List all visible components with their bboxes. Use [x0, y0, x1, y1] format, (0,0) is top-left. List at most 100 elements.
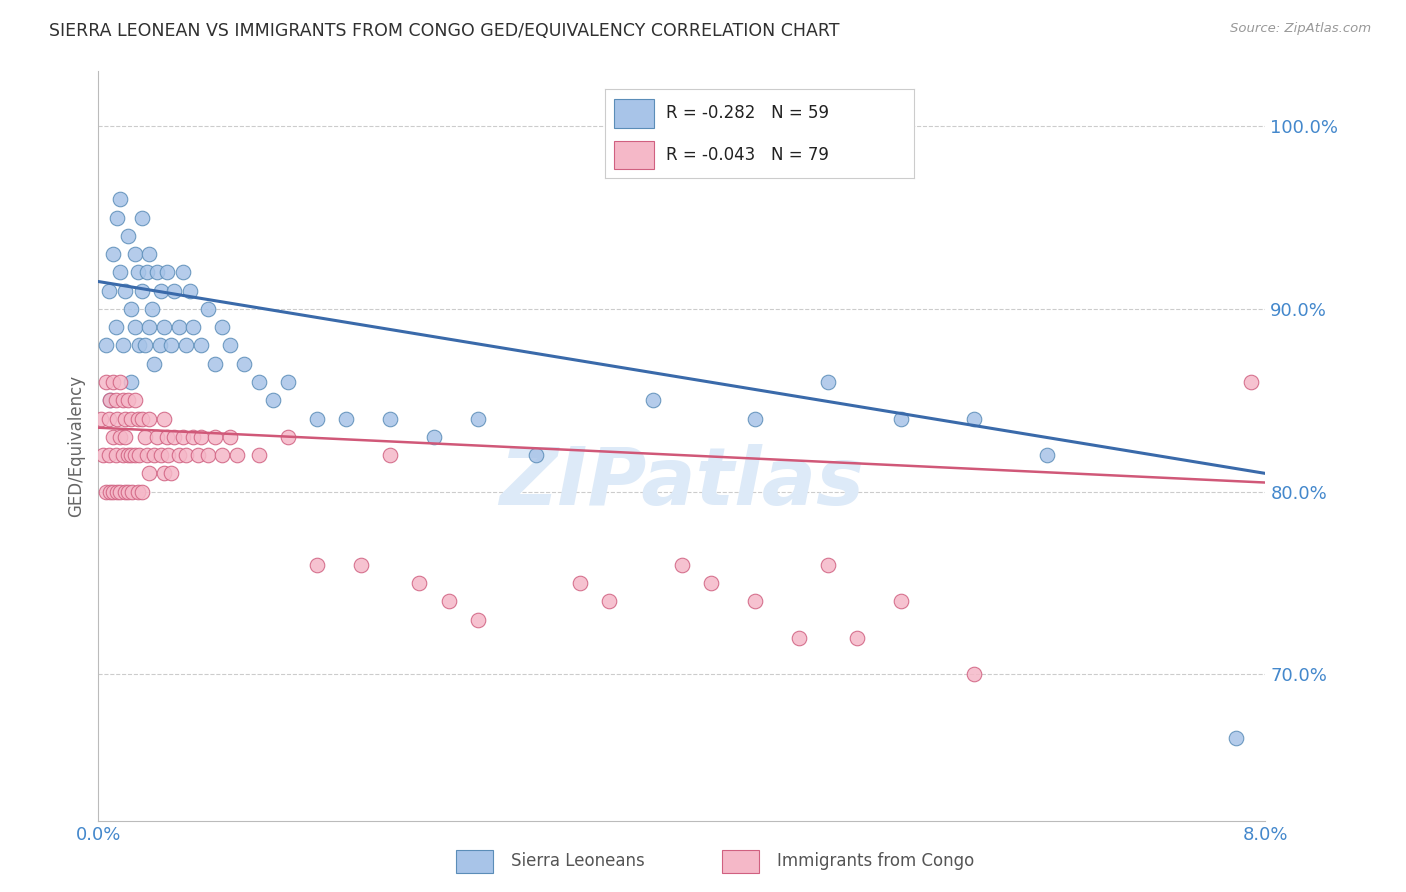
Point: [142, 357, 165, 371]
Point: [153, 320, 176, 334]
Point: [156, 430, 179, 444]
Point: [98, 484, 121, 499]
Point: [91, 448, 114, 462]
Text: Immigrants from Congo: Immigrants from Congo: [778, 852, 974, 870]
Point: [181, 320, 204, 334]
Point: [174, 338, 197, 352]
Point: [131, 484, 153, 499]
Point: [117, 484, 139, 499]
Point: [277, 430, 299, 444]
Text: Source: ZipAtlas.com: Source: ZipAtlas.com: [1230, 22, 1371, 36]
Point: [167, 448, 190, 462]
Point: [94, 375, 117, 389]
Point: [226, 448, 249, 462]
Point: [134, 338, 156, 352]
Point: [247, 448, 270, 462]
Point: [114, 430, 136, 444]
Point: [744, 594, 766, 608]
Point: [101, 430, 124, 444]
Point: [117, 228, 139, 243]
Point: [131, 211, 153, 225]
Point: [98, 393, 121, 408]
Point: [437, 594, 460, 608]
Point: [211, 320, 233, 334]
Point: [380, 411, 402, 425]
Point: [190, 430, 212, 444]
Text: Sierra Leoneans: Sierra Leoneans: [512, 852, 645, 870]
Point: [127, 484, 149, 499]
Point: [817, 558, 839, 572]
Text: SIERRA LEONEAN VS IMMIGRANTS FROM CONGO GED/EQUIVALENCY CORRELATION CHART: SIERRA LEONEAN VS IMMIGRANTS FROM CONGO …: [49, 22, 839, 40]
Point: [120, 375, 142, 389]
Point: [146, 265, 169, 279]
Point: [110, 375, 132, 389]
Point: [160, 338, 183, 352]
Point: [962, 667, 984, 681]
Point: [181, 430, 204, 444]
Point: [134, 430, 156, 444]
Point: [150, 284, 173, 298]
Point: [128, 338, 150, 352]
Point: [1225, 731, 1247, 746]
Point: [120, 301, 142, 316]
FancyBboxPatch shape: [721, 850, 759, 873]
Point: [127, 265, 149, 279]
Point: [190, 338, 212, 352]
Point: [138, 320, 160, 334]
Point: [131, 411, 153, 425]
Point: [163, 430, 186, 444]
Point: [568, 576, 591, 591]
Point: [138, 247, 160, 261]
Point: [163, 284, 186, 298]
Point: [150, 448, 173, 462]
FancyBboxPatch shape: [456, 850, 492, 873]
Point: [817, 375, 839, 389]
Point: [423, 430, 446, 444]
Point: [174, 448, 197, 462]
Point: [380, 448, 402, 462]
Point: [110, 192, 132, 206]
Point: [121, 484, 143, 499]
Point: [112, 448, 135, 462]
Point: [101, 375, 124, 389]
Point: [101, 484, 124, 499]
Y-axis label: GED/Equivalency: GED/Equivalency: [67, 375, 86, 517]
Point: [307, 411, 329, 425]
Point: [138, 411, 160, 425]
Point: [105, 211, 128, 225]
Point: [1035, 448, 1057, 462]
Point: [101, 247, 124, 261]
Point: [120, 448, 142, 462]
Point: [233, 357, 256, 371]
Point: [890, 411, 912, 425]
Point: [112, 393, 135, 408]
Point: [335, 411, 357, 425]
Point: [641, 393, 664, 408]
Point: [117, 393, 139, 408]
Point: [127, 411, 149, 425]
Point: [671, 558, 693, 572]
Point: [167, 320, 190, 334]
Point: [114, 484, 136, 499]
Point: [598, 594, 620, 608]
Point: [157, 448, 180, 462]
Point: [104, 448, 127, 462]
Point: [124, 320, 146, 334]
Point: [90, 411, 112, 425]
Text: R = -0.043   N = 79: R = -0.043 N = 79: [666, 146, 830, 164]
Point: [104, 320, 127, 334]
Point: [153, 467, 176, 481]
Point: [160, 467, 183, 481]
Point: [156, 265, 179, 279]
Point: [218, 430, 240, 444]
Point: [110, 484, 132, 499]
Point: [98, 393, 121, 408]
Point: [277, 375, 299, 389]
Point: [97, 284, 120, 298]
Point: [204, 430, 226, 444]
FancyBboxPatch shape: [614, 99, 654, 128]
Point: [94, 338, 117, 352]
Point: [110, 430, 132, 444]
Point: [700, 576, 723, 591]
Point: [105, 484, 128, 499]
